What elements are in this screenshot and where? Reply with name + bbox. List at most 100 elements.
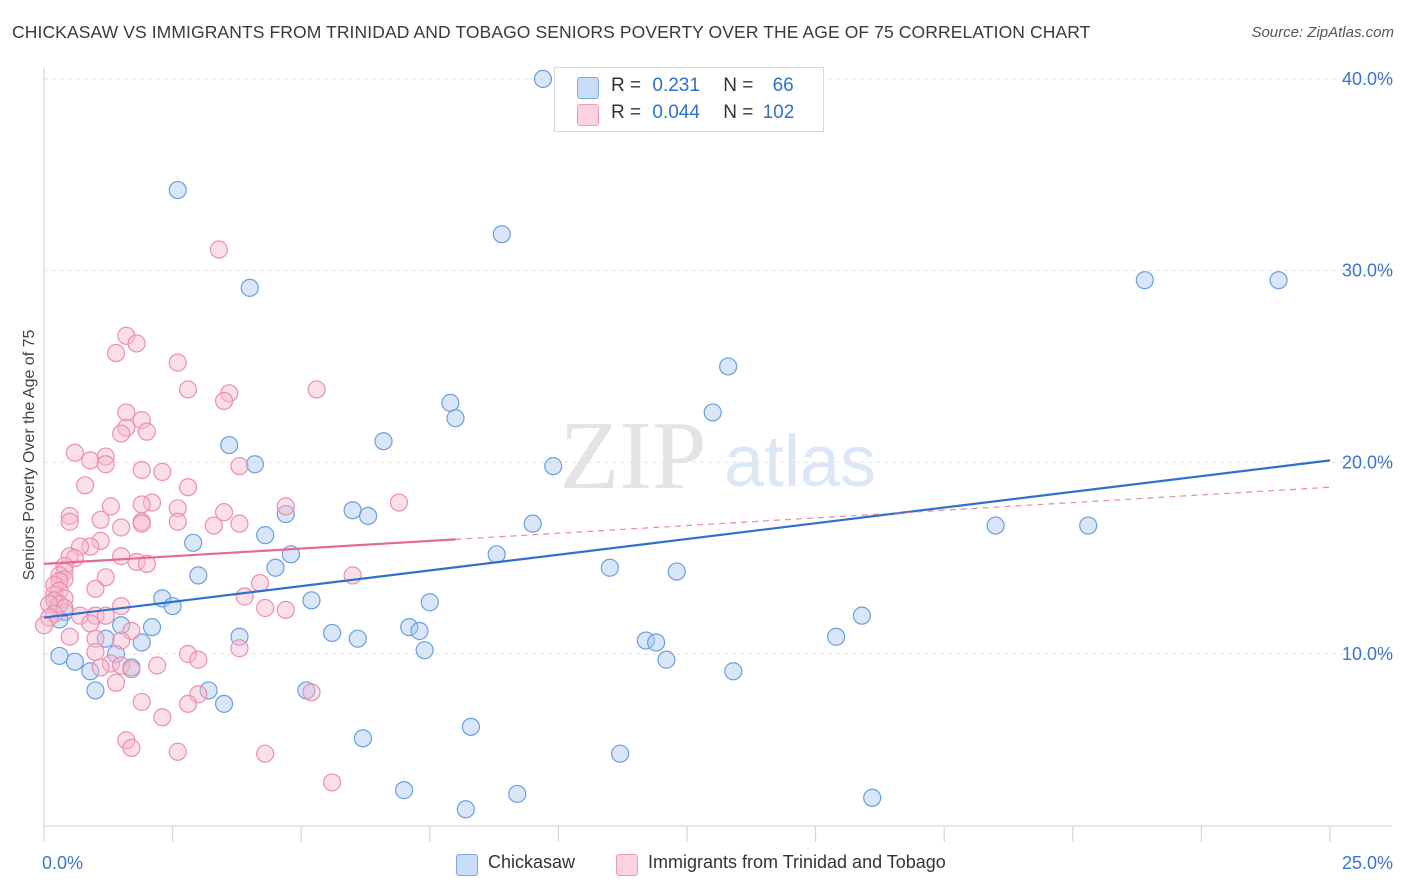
watermark: ZIP atlas xyxy=(560,402,877,510)
chickasaw-point xyxy=(415,641,434,660)
tick-labels: 10.0% 20.0% 30.0% 40.0% 0.0% 25.0% xyxy=(42,69,1393,873)
trinidad-point xyxy=(204,516,223,535)
trinidad-point xyxy=(209,240,228,259)
chickasaw-point xyxy=(348,629,367,648)
chickasaw-point xyxy=(81,662,100,681)
trinidad-point xyxy=(148,656,167,675)
trinidad-point xyxy=(70,606,90,625)
trinidad-point xyxy=(117,418,136,437)
chickasaw-point xyxy=(50,646,69,666)
chickasaw-point xyxy=(65,652,84,671)
trinidad-point xyxy=(132,411,151,430)
chickasaw-point xyxy=(544,457,563,476)
trinidad-point xyxy=(214,391,234,411)
trinidad-point xyxy=(178,380,198,399)
chickasaw-point xyxy=(400,618,419,637)
chickasaw-point xyxy=(703,403,722,422)
chickasaw-point xyxy=(657,650,676,669)
trinidad-point xyxy=(81,537,100,556)
chickasaw-point xyxy=(266,558,285,577)
chickasaw-point xyxy=(523,514,542,533)
trinidad-point xyxy=(230,514,249,533)
chickasaw-point xyxy=(302,591,321,610)
trinidad-point xyxy=(302,683,321,702)
legend-swatch xyxy=(456,854,478,876)
trinidad-point xyxy=(122,660,141,679)
trinidad-trend-line xyxy=(43,538,456,565)
trinidad-point xyxy=(60,627,79,646)
correlation-legend: R = 0.231 N = 66 R = 0.044 N = 102 xyxy=(554,67,824,132)
trinidad-point xyxy=(276,497,295,516)
x-tick-label: 25.0% xyxy=(1342,853,1393,873)
x-tick-label: 0.0% xyxy=(42,853,83,873)
chickasaw-point xyxy=(168,180,187,200)
chickasaw-point xyxy=(96,629,115,648)
trinidad-point xyxy=(178,644,198,664)
chickasaw-point xyxy=(724,662,743,681)
chickasaw-point xyxy=(86,681,105,700)
trinidad-point xyxy=(55,598,74,618)
trinidad-point xyxy=(65,443,84,462)
trend-lines xyxy=(43,459,1331,619)
watermark-atlas: atlas xyxy=(724,422,876,502)
trinidad-point xyxy=(132,460,151,480)
legend-r-value: 0.231 xyxy=(652,75,700,96)
trinidad-point xyxy=(86,642,105,662)
chickasaw-point xyxy=(420,593,439,612)
trinidad-point xyxy=(168,742,187,761)
chickasaw-point xyxy=(827,627,846,646)
legend-n-label: N = xyxy=(723,102,759,123)
gridlines xyxy=(44,78,1392,655)
chickasaw-point xyxy=(394,781,414,800)
chickasaw-point xyxy=(1269,271,1288,290)
trinidad-point xyxy=(132,495,151,514)
trinidad-point xyxy=(91,658,110,677)
trinidad-point xyxy=(214,503,234,522)
data-points xyxy=(34,69,1288,819)
legend-r-label: R = xyxy=(611,102,647,123)
chickasaw-point xyxy=(986,516,1005,535)
chickasaw-point xyxy=(461,717,481,736)
chickasaw-point xyxy=(322,623,342,643)
chickasaw-point xyxy=(410,621,429,641)
trinidad-point xyxy=(137,422,156,441)
trinidad-point xyxy=(112,424,131,443)
chickasaw-point xyxy=(492,225,511,244)
trinidad-point xyxy=(112,656,131,675)
trinidad-point xyxy=(178,478,198,497)
chickasaw-point xyxy=(508,784,527,804)
trinidad-point xyxy=(81,614,100,633)
chickasaw-point xyxy=(112,616,131,635)
y-tick-label: 20.0% xyxy=(1342,452,1393,472)
chickasaw-point xyxy=(446,409,465,428)
source-label: Source: ZipAtlas.com xyxy=(1251,24,1394,41)
chickasaw-point xyxy=(533,69,553,89)
trinidad-point xyxy=(86,579,105,598)
chickasaw-point xyxy=(863,788,882,807)
chickasaw-point xyxy=(353,729,373,748)
trinidad-point xyxy=(230,457,249,476)
legend-swatch-trinidad xyxy=(577,104,599,126)
y-tick-label: 10.0% xyxy=(1342,644,1393,664)
trinidad-point xyxy=(132,692,151,712)
chickasaw-point xyxy=(358,506,378,526)
axes xyxy=(43,68,1392,842)
chickasaw-point xyxy=(276,504,295,524)
trinidad-point xyxy=(106,343,126,363)
trinidad-point xyxy=(91,531,110,550)
trinidad-point xyxy=(76,476,95,495)
chickasaw-point xyxy=(106,644,126,664)
legend-r-label: R = xyxy=(611,75,647,96)
chickasaw-point xyxy=(245,455,265,474)
trinidad-point xyxy=(307,380,326,399)
chickasaw-point xyxy=(189,566,208,585)
trinidad-point xyxy=(230,639,249,658)
chickasaw-point xyxy=(667,562,686,581)
legend-swatch-chickasaw xyxy=(577,77,599,99)
trinidad-point xyxy=(96,455,115,474)
y-tick-label: 40.0% xyxy=(1342,69,1393,89)
chickasaw-point xyxy=(852,606,871,625)
trinidad-point xyxy=(137,554,156,574)
trinidad-point xyxy=(91,510,110,529)
trinidad-point xyxy=(117,403,136,422)
